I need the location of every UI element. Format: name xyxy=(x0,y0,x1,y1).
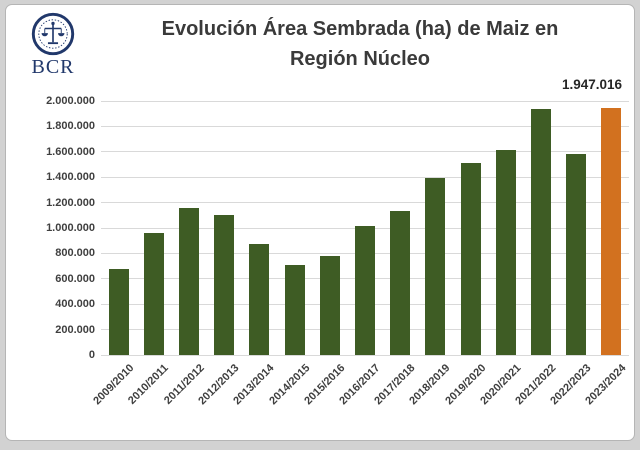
y-axis-tick-label: 200.000 xyxy=(55,323,95,336)
bar-2023/2024 xyxy=(601,107,622,355)
gridline xyxy=(101,354,629,356)
y-axis-tick-label: 2.000.000 xyxy=(46,95,95,107)
y-axis-tick-label: 1.600.000 xyxy=(46,145,95,158)
bar-2022/2023 xyxy=(566,154,587,355)
y-axis-tick-label: 0 xyxy=(88,349,95,361)
bar-2014/2015 xyxy=(284,265,305,355)
y-axis-tick-label: 1.400.000 xyxy=(46,171,95,184)
bar-2009/2010 xyxy=(108,268,129,355)
gridline xyxy=(101,125,629,127)
chart-title: Evolución Área Sembrada (ha) de Maiz en … xyxy=(161,18,559,70)
bar-2010/2011 xyxy=(143,233,164,355)
bar-2013/2014 xyxy=(249,243,270,355)
y-axis-tick-label: 1.200.000 xyxy=(46,196,95,209)
gridline xyxy=(101,100,629,102)
y-axis-tick-label: 800.000 xyxy=(55,247,95,260)
bar-2012/2013 xyxy=(214,214,235,355)
scales-emblem-icon xyxy=(31,12,75,56)
bar-2016/2017 xyxy=(355,226,375,355)
bcr-logo: BCR xyxy=(20,12,86,77)
bar-2020/2021 xyxy=(495,149,516,355)
chart-panel: BCR Evolución Área Sembrada (ha) de Maiz… xyxy=(5,4,635,441)
y-axis-tick-label: 400.000 xyxy=(55,298,95,311)
bar-2015/2016 xyxy=(319,255,340,355)
bar-2017/2018 xyxy=(390,210,411,355)
y-axis-tick-label: 1.000.000 xyxy=(46,222,95,234)
y-axis-tick-label: 1.800.000 xyxy=(46,120,95,133)
logo-text: BCR xyxy=(31,56,75,78)
bar-2011/2012 xyxy=(179,207,199,355)
gridline xyxy=(101,151,629,153)
gridline xyxy=(101,176,629,178)
data-label: 1.947.016 xyxy=(561,77,622,92)
bar-2018/2019 xyxy=(425,177,446,355)
y-axis-tick-label: 600.000 xyxy=(55,272,95,285)
bar-2021/2022 xyxy=(531,108,551,355)
bar-2019/2020 xyxy=(460,163,481,355)
gridline xyxy=(101,202,629,204)
